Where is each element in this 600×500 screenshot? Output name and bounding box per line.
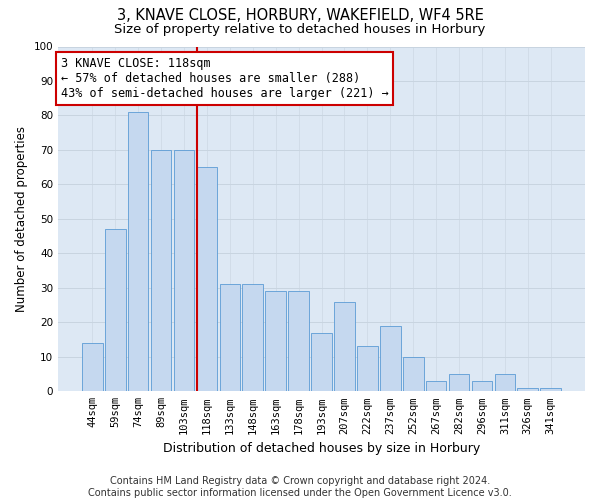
- Bar: [357, 346, 377, 392]
- Bar: [472, 381, 492, 392]
- Bar: [541, 388, 561, 392]
- Text: Contains HM Land Registry data © Crown copyright and database right 2024.
Contai: Contains HM Land Registry data © Crown c…: [88, 476, 512, 498]
- Bar: [334, 302, 355, 392]
- Bar: [128, 112, 148, 392]
- Bar: [220, 284, 240, 392]
- Bar: [151, 150, 172, 392]
- Bar: [105, 229, 125, 392]
- Bar: [265, 292, 286, 392]
- Bar: [494, 374, 515, 392]
- Y-axis label: Number of detached properties: Number of detached properties: [15, 126, 28, 312]
- Bar: [426, 381, 446, 392]
- Text: 3, KNAVE CLOSE, HORBURY, WAKEFIELD, WF4 5RE: 3, KNAVE CLOSE, HORBURY, WAKEFIELD, WF4 …: [116, 8, 484, 22]
- Bar: [242, 284, 263, 392]
- Bar: [380, 326, 401, 392]
- Bar: [173, 150, 194, 392]
- Text: 3 KNAVE CLOSE: 118sqm
← 57% of detached houses are smaller (288)
43% of semi-det: 3 KNAVE CLOSE: 118sqm ← 57% of detached …: [61, 57, 388, 100]
- Bar: [449, 374, 469, 392]
- Bar: [311, 332, 332, 392]
- Bar: [288, 292, 309, 392]
- Bar: [197, 167, 217, 392]
- Bar: [403, 357, 424, 392]
- X-axis label: Distribution of detached houses by size in Horbury: Distribution of detached houses by size …: [163, 442, 480, 455]
- Bar: [82, 343, 103, 392]
- Bar: [517, 388, 538, 392]
- Text: Size of property relative to detached houses in Horbury: Size of property relative to detached ho…: [115, 22, 485, 36]
